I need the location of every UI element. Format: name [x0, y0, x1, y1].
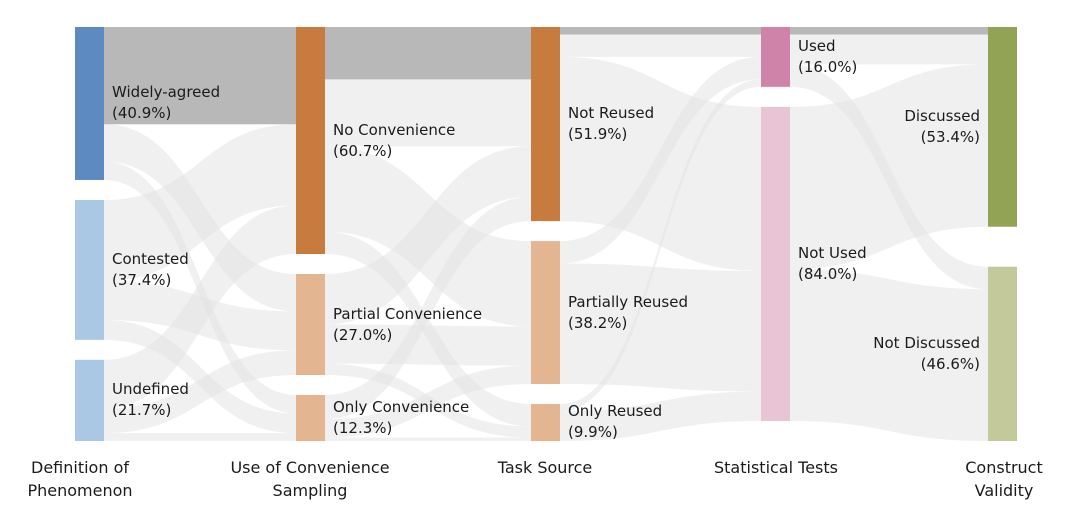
flow-partially_reused-to-not_used — [560, 263, 761, 392]
node-used — [761, 27, 790, 87]
node-not_discussed — [988, 266, 1017, 441]
flow-partial_convenience-to-not_reused — [325, 146, 531, 325]
node-no_convenience — [296, 27, 325, 255]
node-partially_reused — [531, 241, 560, 384]
highlight-flow-not_reused-to-used — [560, 27, 761, 35]
flow-used-to-discussed — [790, 27, 988, 65]
node-widely_agreed — [75, 27, 104, 180]
flow-only_convenience-to-only_reused — [325, 437, 531, 441]
flow-undefined-to-partial_convenience — [104, 350, 296, 434]
flow-only_reused-to-not_used — [560, 391, 761, 441]
node-not_used — [761, 106, 790, 421]
flow-partial_convenience-to-partially_reused — [325, 324, 531, 366]
highlight-flow-used-to-discussed — [790, 27, 988, 35]
flow-ribbons — [104, 27, 988, 441]
nodes — [75, 27, 1017, 441]
flow-only_convenience-to-not_reused — [325, 196, 531, 420]
flow-undefined-to-only_convenience — [104, 433, 296, 441]
node-partial_convenience — [296, 274, 325, 375]
flow-not_used-to-not_discussed — [790, 269, 988, 441]
highlighted-path — [104, 27, 988, 125]
flow-undefined-to-no_convenience — [104, 205, 296, 409]
flow-only_reused-to-used — [560, 79, 761, 412]
node-only_convenience — [296, 394, 325, 441]
highlight-flow-no_convenience-to-not_reused — [325, 27, 531, 80]
node-discussed — [988, 27, 1017, 227]
node-undefined — [75, 359, 104, 441]
flow-contested-to-no_convenience — [104, 124, 296, 282]
flow-partially_reused-to-used — [560, 56, 761, 264]
flow-not_used-to-discussed — [790, 64, 988, 270]
node-only_reused — [531, 403, 560, 441]
highlight-flow-widely_agreed-to-no_convenience — [104, 27, 296, 125]
node-not_reused — [531, 27, 560, 222]
node-contested — [75, 199, 104, 340]
flow-only_convenience-to-partially_reused — [325, 365, 531, 438]
